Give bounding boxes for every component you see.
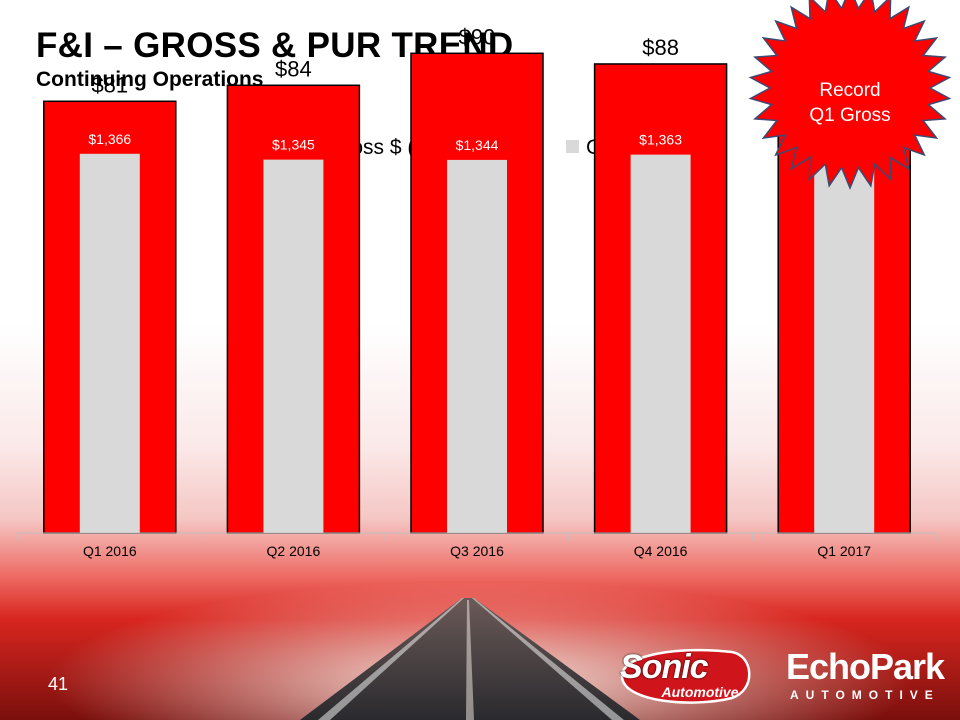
- gpu-value-label: $1,363: [639, 132, 682, 148]
- x-tick-label: Q4 2016: [634, 543, 688, 559]
- slide-subtitle: Continuing Operations: [36, 68, 264, 91]
- gross-value-label: $88: [642, 35, 679, 60]
- sonic-logo-subtext: Automotive: [661, 684, 739, 700]
- x-tick-label: Q1 2017: [817, 543, 871, 559]
- sonic-logo-text: Sonic: [620, 648, 709, 686]
- gross-value-label: $81: [91, 72, 128, 97]
- gross-value-label: $90: [459, 24, 496, 49]
- gross-value-label: $84: [275, 56, 312, 81]
- gpu-bar: [79, 153, 140, 533]
- gpu-bar: [447, 159, 507, 533]
- x-tick-label: Q3 2016: [450, 543, 504, 559]
- echopark-logo-subtext: AUTOMOTIVE: [790, 688, 940, 702]
- page-number: 41: [48, 674, 69, 694]
- gpu-bar: [263, 159, 324, 534]
- x-tick-label: Q1 2016: [83, 543, 137, 559]
- echopark-logo-text: EchoPark: [786, 646, 945, 687]
- gpu-value-label: $1,344: [456, 137, 499, 153]
- gpu-bar: [630, 154, 691, 533]
- callout-text: Record Q1 Gross: [770, 78, 930, 128]
- sonic-logo-badge: [620, 648, 751, 704]
- gpu-bar: [814, 150, 875, 534]
- callout-line-2: Q1 Gross: [809, 105, 891, 126]
- legend-swatch-gpu: [566, 140, 579, 153]
- x-axis: Q1 2016 Q2 2016 Q3 2016 Q4 2016 Q1 2017: [17, 532, 937, 559]
- data-labels: $81$1,366$84$1,345$90$1,344$88$1,363$83$…: [88, 24, 865, 153]
- gpu-value-label: $1,366: [88, 131, 131, 147]
- callout-line-1: Record: [819, 80, 881, 101]
- starburst-shape: [748, 0, 952, 190]
- gpu-value-label: $1,345: [272, 137, 315, 153]
- x-tick-label: Q2 2016: [267, 543, 321, 559]
- gpu-bars: [79, 150, 875, 534]
